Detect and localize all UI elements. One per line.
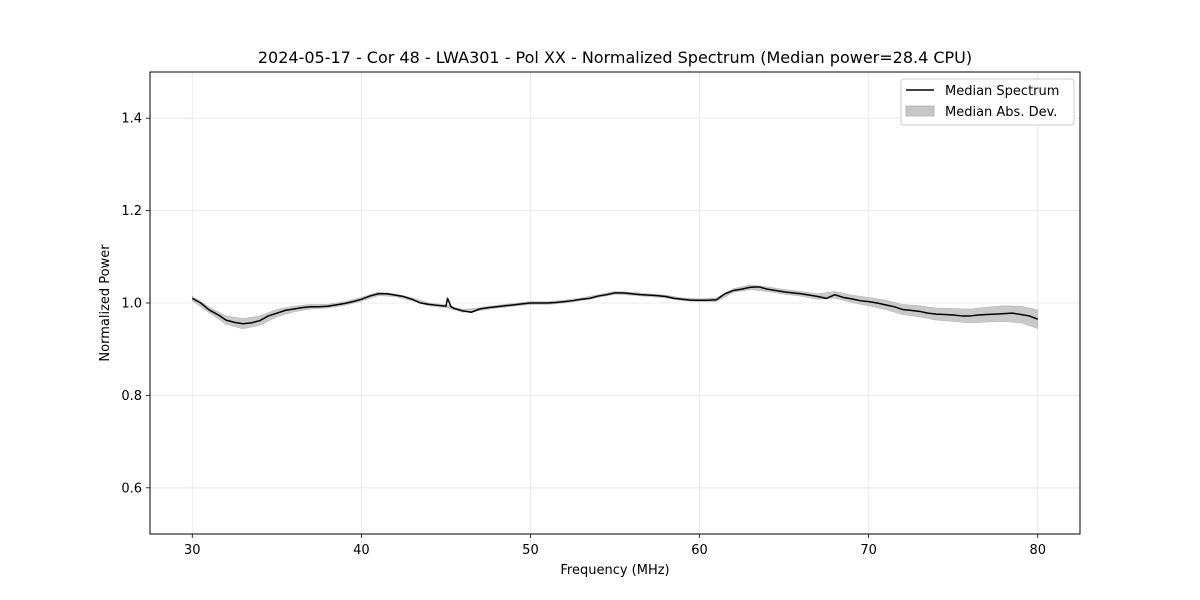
y-axis-label: Normalized Power (98, 244, 113, 362)
x-tick-label: 30 (184, 543, 201, 558)
legend-box (900, 78, 1075, 126)
x-tick-label: 40 (353, 543, 370, 558)
x-axis-ticks: 30 40 50 60 70 80 (184, 534, 1046, 558)
y-tick-label: 1.4 (121, 112, 142, 127)
x-tick-label: 50 (522, 543, 539, 558)
x-tick-label: 80 (1029, 543, 1046, 558)
x-tick-label: 60 (691, 543, 708, 558)
legend-mad-swatch (905, 105, 935, 117)
y-axis-ticks: 0.6 0.8 1.0 1.2 1.4 (121, 112, 150, 496)
legend-median-label: Median Spectrum (945, 84, 1059, 99)
chart-title: 2024-05-17 - Cor 48 - LWA301 - Pol XX - … (258, 48, 972, 67)
x-tick-label: 70 (860, 543, 877, 558)
median-line-layer (191, 286, 1038, 325)
y-tick-label: 1.0 (121, 297, 142, 312)
y-tick-label: 1.2 (121, 204, 142, 219)
legend-mad-label: Median Abs. Dev. (945, 105, 1057, 120)
legend: Median Spectrum Median Abs. Dev. (900, 78, 1075, 126)
y-tick-label: 0.8 (121, 389, 142, 404)
x-axis-label: Frequency (MHz) (560, 563, 669, 578)
median-spectrum-line (191, 286, 1038, 325)
y-tick-label: 0.6 (121, 481, 142, 496)
